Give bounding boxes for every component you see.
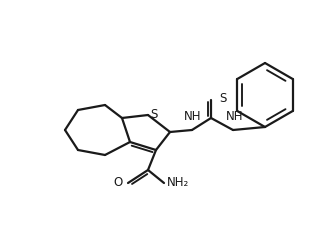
Text: NH: NH [184, 110, 202, 123]
Text: O: O [114, 176, 123, 190]
Text: S: S [150, 108, 157, 120]
Text: NH: NH [226, 110, 244, 123]
Text: S: S [219, 92, 226, 106]
Text: NH₂: NH₂ [167, 176, 189, 190]
